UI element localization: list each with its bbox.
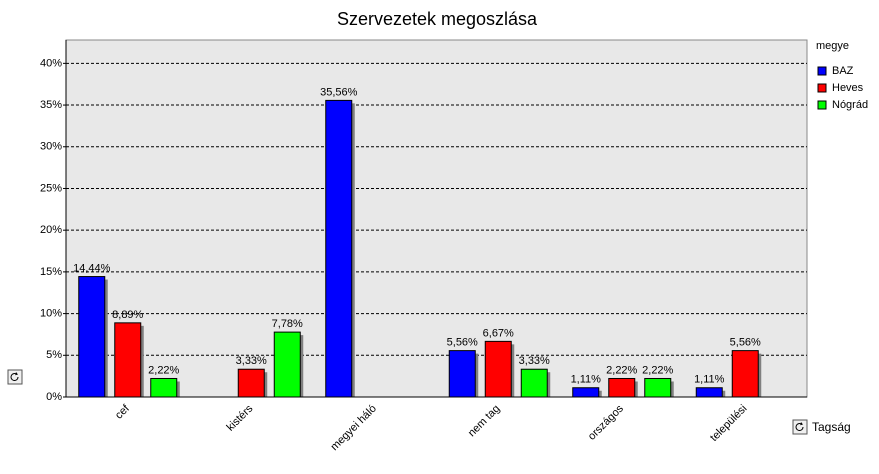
y-tick-label: 40% (40, 57, 62, 69)
legend-swatch (817, 66, 827, 76)
legend-label: Heves (832, 82, 864, 94)
bar (484, 340, 512, 398)
data-label: 2,22% (148, 364, 179, 376)
bar (572, 387, 600, 398)
bar (237, 368, 265, 398)
data-label: 7,78% (272, 318, 303, 330)
legend-swatch (817, 83, 827, 93)
data-label: 14,44% (73, 262, 111, 274)
x-axis-label: Tagság (812, 420, 851, 434)
data-label: 2,22% (642, 364, 673, 376)
bar (608, 377, 636, 398)
chart-title: Szervezetek megoszlása (337, 9, 538, 29)
bar (731, 350, 759, 398)
data-label: 2,22% (606, 364, 637, 376)
legend-swatch (817, 100, 827, 110)
plot-area (65, 39, 808, 398)
bar (695, 387, 723, 398)
y-tick-label: 0% (46, 391, 62, 403)
bar (448, 350, 476, 398)
data-label: 5,56% (447, 337, 478, 349)
y-tick-label: 10% (40, 307, 62, 319)
legend-label: Nógrád (832, 99, 868, 111)
y-tick-label: 20% (40, 224, 62, 236)
refresh-icon[interactable] (7, 369, 23, 385)
bar (273, 331, 301, 398)
data-label: 3,33% (236, 355, 267, 367)
y-tick-label: 25% (40, 182, 62, 194)
data-label: 1,11% (694, 374, 725, 386)
bar (78, 276, 106, 398)
data-label: 35,56% (320, 86, 358, 98)
data-label: 8,89% (112, 309, 143, 321)
y-tick-label: 15% (40, 266, 62, 278)
bar (150, 377, 178, 398)
data-label: 3,33% (519, 355, 550, 367)
bar (325, 99, 353, 398)
data-label: 6,67% (483, 327, 514, 339)
legend-title: megye (816, 40, 849, 52)
bar (520, 368, 548, 398)
legend-label: BAZ (832, 65, 854, 77)
y-tick-label: 30% (40, 141, 62, 153)
bar (114, 322, 142, 398)
y-tick-label: 5% (46, 349, 62, 361)
data-label: 5,56% (730, 337, 761, 349)
data-label: 1,11% (571, 374, 602, 386)
x-dimension-button[interactable] (792, 419, 808, 435)
bar (644, 377, 672, 398)
y-tick-label: 35% (40, 99, 62, 111)
